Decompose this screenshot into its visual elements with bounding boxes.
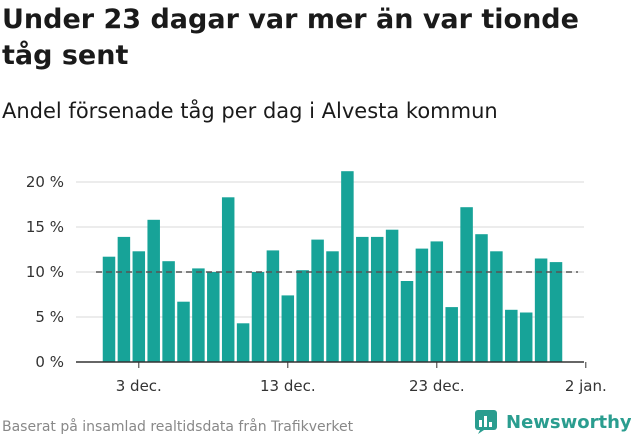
tick-labels: 0 % 5 % 10 % 15 % 20 % 3 dec. 13 dec. 23 dec. 2 … <box>26 173 607 395</box>
y-tick-label: 15 % <box>26 218 64 236</box>
bar <box>341 171 354 362</box>
bar <box>475 234 488 362</box>
bar <box>266 250 280 362</box>
bar-chart: 0 % 5 % 10 % 15 % 20 % 3 dec. 13 dec. 23 dec. 2 … <box>26 171 607 395</box>
bar <box>326 251 339 362</box>
bar <box>534 258 548 362</box>
axes <box>76 361 587 368</box>
bar <box>460 207 473 362</box>
bar <box>177 301 190 362</box>
y-tick-label: 20 % <box>26 173 64 191</box>
bar <box>281 295 295 362</box>
bar <box>370 236 384 362</box>
bar <box>445 307 458 362</box>
bar <box>356 236 369 362</box>
bar <box>236 323 250 362</box>
bar <box>490 251 503 362</box>
bar <box>102 256 116 362</box>
y-tick-label: 0 % <box>35 353 64 371</box>
bar <box>415 248 429 362</box>
bar <box>251 272 265 362</box>
bar <box>162 261 175 362</box>
brand-name: Newsworthy <box>506 411 631 433</box>
x-tick-label: 23 dec. <box>409 377 465 395</box>
bar <box>147 219 160 362</box>
bar <box>430 241 444 362</box>
bar <box>400 281 414 362</box>
bar <box>221 197 235 362</box>
bar <box>549 262 563 362</box>
bar <box>311 239 324 362</box>
x-tick-label: 2 jan. <box>565 377 607 395</box>
bar <box>296 270 309 362</box>
y-tick-label: 10 % <box>26 263 64 281</box>
brand-logo[interactable]: Newsworthy <box>474 407 631 437</box>
newsworthy-logo-icon <box>475 410 497 434</box>
source-note: Baserat på insamlad realtidsdata från Tr… <box>2 419 354 435</box>
bar <box>505 309 518 362</box>
chart-title: Under 23 dagar var mer än var tionde tåg… <box>2 4 579 71</box>
bars <box>102 171 563 362</box>
chart-subtitle: Andel försenade tåg per dag i Alvesta ko… <box>2 99 498 123</box>
bar <box>207 272 220 362</box>
bar <box>132 251 146 362</box>
bar <box>385 229 399 362</box>
x-tick-label: 13 dec. <box>260 377 316 395</box>
bar <box>192 268 205 362</box>
bar <box>117 236 131 362</box>
y-tick-label: 5 % <box>35 308 64 326</box>
x-tick-label: 3 dec. <box>116 377 162 395</box>
bar <box>519 312 533 362</box>
